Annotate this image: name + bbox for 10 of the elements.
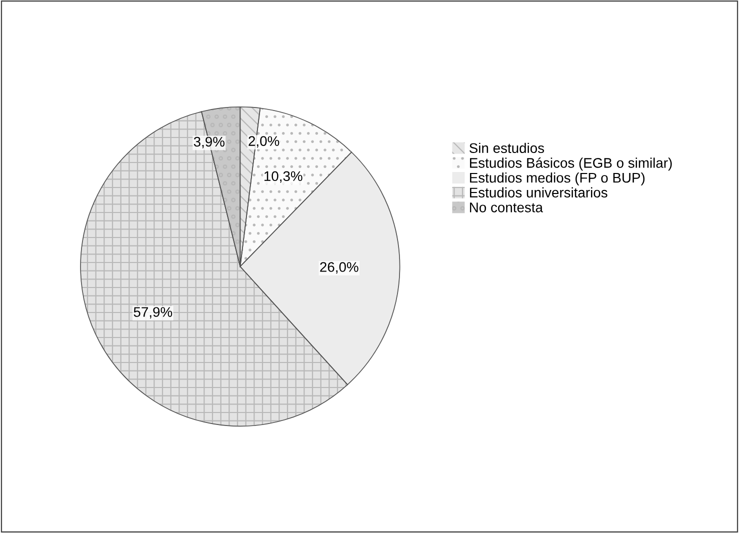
data-label: 2,0% [248, 136, 280, 148]
legend-label: Estudios Básicos (EGB o similar) [470, 157, 672, 171]
legend-label: Estudios medios (FP o BUP) [470, 172, 645, 186]
data-label: 57,9% [134, 307, 172, 319]
legend-label: Sin estudios [470, 142, 544, 154]
legend-label: No contesta [470, 202, 543, 212]
legend-label: Estudios universitarios [470, 187, 608, 198]
data-label: 10,3% [264, 171, 302, 183]
data-label: 26,0% [320, 262, 358, 274]
data-label: 3,9% [194, 136, 224, 148]
